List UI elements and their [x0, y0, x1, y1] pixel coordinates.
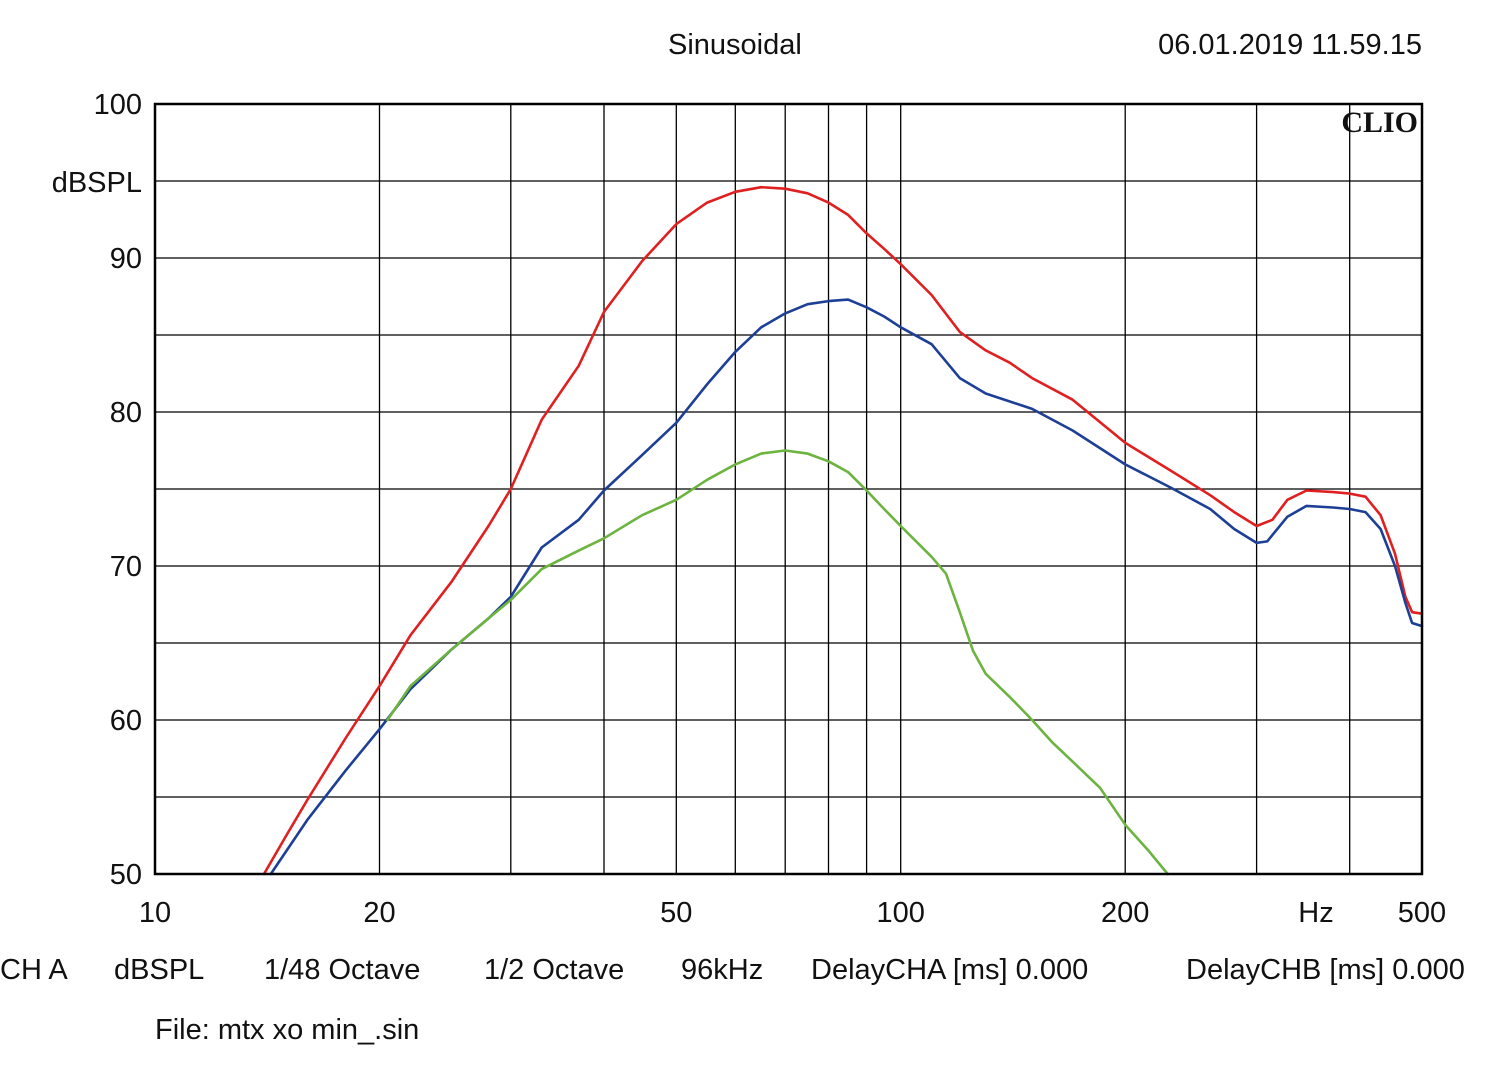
measurement-mode: Sinusoidal	[668, 29, 802, 61]
footer-sample-rate: 96kHz	[681, 954, 764, 986]
x-axis-unit: Hz	[1298, 897, 1333, 929]
series-line-2	[269, 298, 1424, 876]
x-tick-label: 100	[877, 897, 925, 929]
y-tick-label: 90	[110, 243, 142, 275]
footer-delay-chb: DelayCHB [ms] 0.000	[1186, 954, 1465, 986]
y-axis-ticks: 50 60 70 80 90 100	[94, 89, 142, 891]
x-tick-label: 10	[139, 897, 171, 929]
x-tick-label: 500	[1398, 897, 1446, 929]
x-axis-ticks: 10 20 50 100 200 500	[139, 897, 1446, 929]
x-tick-label: 50	[660, 897, 692, 929]
grid	[155, 104, 1422, 874]
x-tick-label: 20	[363, 897, 395, 929]
series-lines	[262, 185, 1424, 876]
y-tick-label: 100	[94, 89, 142, 121]
series-line-3	[386, 449, 1169, 876]
footer-smoothing: 1/2 Octave	[484, 954, 625, 986]
y-tick-label: 60	[110, 705, 142, 737]
footer-resolution: 1/48 Octave	[264, 954, 421, 986]
brand-logo: CLIO	[1341, 106, 1418, 139]
footer-channel: CH A	[0, 954, 68, 986]
footer-file-name: File: mtx xo min_.sin	[155, 1014, 420, 1046]
x-tick-label: 200	[1101, 897, 1149, 929]
y-tick-label: 50	[110, 859, 142, 891]
y-axis-label: dBSPL	[52, 167, 142, 199]
footer-unit: dBSPL	[114, 954, 205, 986]
series-line-1	[262, 185, 1424, 876]
plot-frame	[153, 102, 1424, 876]
footer-delay-cha: DelayCHA [ms] 0.000	[811, 954, 1089, 986]
y-tick-label: 70	[110, 551, 142, 583]
measurement-timestamp: 06.01.2019 11.59.15	[1158, 29, 1422, 61]
y-tick-label: 80	[110, 397, 142, 429]
